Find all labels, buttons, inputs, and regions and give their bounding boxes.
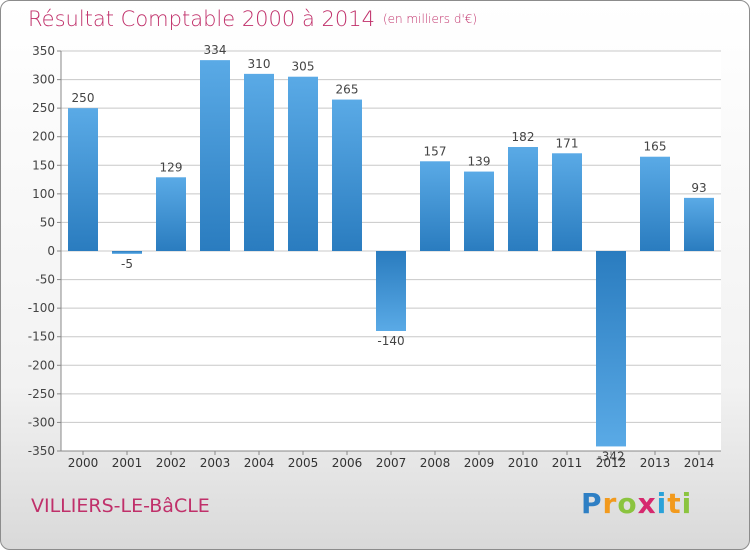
bar <box>552 153 582 251</box>
y-tick-label: 350 <box>32 44 55 58</box>
logo-letter: x <box>637 487 657 520</box>
bar <box>508 147 538 251</box>
proxiti-logo: Proxiti <box>581 487 692 520</box>
data-label: 171 <box>556 136 579 150</box>
data-label: 250 <box>72 91 95 105</box>
x-tick-label: 2001 <box>112 456 143 470</box>
x-tick-label: 2010 <box>508 456 539 470</box>
x-tick-label: 2003 <box>200 456 231 470</box>
bar <box>376 251 406 331</box>
data-label: 182 <box>512 130 535 144</box>
logo-letter: P <box>581 487 603 520</box>
data-label: -342 <box>597 449 624 463</box>
data-label: 165 <box>644 140 667 154</box>
y-tick-label: -300 <box>28 415 55 429</box>
bar <box>156 177 186 251</box>
chart-title-text: Résultat Comptable 2000 à 2014 <box>28 7 375 31</box>
logo-letter: t <box>667 487 682 520</box>
bar <box>288 76 318 251</box>
y-tick-label: -250 <box>28 387 55 401</box>
x-tick-label: 2008 <box>420 456 451 470</box>
y-tick-label: -150 <box>28 330 55 344</box>
bar <box>684 197 714 251</box>
data-label: 265 <box>336 83 359 97</box>
x-tick-label: 2009 <box>464 456 495 470</box>
logo-letter: i <box>656 487 668 520</box>
bar <box>112 251 142 254</box>
y-tick-label: 0 <box>47 244 55 258</box>
y-tick-label: 100 <box>32 187 55 201</box>
x-tick-label: 2006 <box>332 456 363 470</box>
chart-unit: (en milliers d'€) <box>382 12 478 26</box>
bar <box>464 171 494 251</box>
y-tick-label: 150 <box>32 158 55 172</box>
x-tick-label: 2005 <box>288 456 319 470</box>
y-tick-label: 250 <box>32 101 55 115</box>
logo-letter: o <box>617 487 638 520</box>
bar <box>420 161 450 251</box>
x-tick-label: 2004 <box>244 456 275 470</box>
y-tick-label: -200 <box>28 358 55 372</box>
y-tick-label: 50 <box>40 215 55 229</box>
x-tick-label: 2011 <box>552 456 583 470</box>
commune-name: VILLIERS-LE-BâCLE <box>31 495 210 517</box>
data-label: 129 <box>160 160 183 174</box>
logo-letter: i <box>681 487 693 520</box>
bar <box>596 251 626 447</box>
y-tick-label: 200 <box>32 130 55 144</box>
data-label: 157 <box>424 144 447 158</box>
chart-title: Résultat Comptable 2000 à 2014 (en millie… <box>28 7 477 31</box>
data-label: 139 <box>468 155 491 169</box>
x-tick-label: 2013 <box>640 456 671 470</box>
x-tick-label: 2012 <box>596 456 627 470</box>
y-tick-label: -100 <box>28 301 55 315</box>
data-label: -5 <box>121 257 133 271</box>
x-tick-label: 2000 <box>68 456 99 470</box>
y-tick-label: -50 <box>35 273 55 287</box>
x-tick-label: 2014 <box>684 456 715 470</box>
data-label: 334 <box>204 43 227 57</box>
logo-letter: r <box>602 487 618 520</box>
bar <box>68 108 98 252</box>
data-label: 305 <box>292 60 315 74</box>
x-tick-label: 2002 <box>156 456 187 470</box>
bar <box>640 156 670 251</box>
y-tick-label: 300 <box>32 73 55 87</box>
bar <box>200 60 230 252</box>
data-label: -140 <box>377 334 404 348</box>
data-label: 93 <box>691 181 706 195</box>
y-tick-label: -350 <box>28 444 55 458</box>
data-label: 310 <box>248 57 271 71</box>
bar <box>332 99 362 251</box>
x-tick-label: 2007 <box>376 456 407 470</box>
bar <box>244 73 274 251</box>
